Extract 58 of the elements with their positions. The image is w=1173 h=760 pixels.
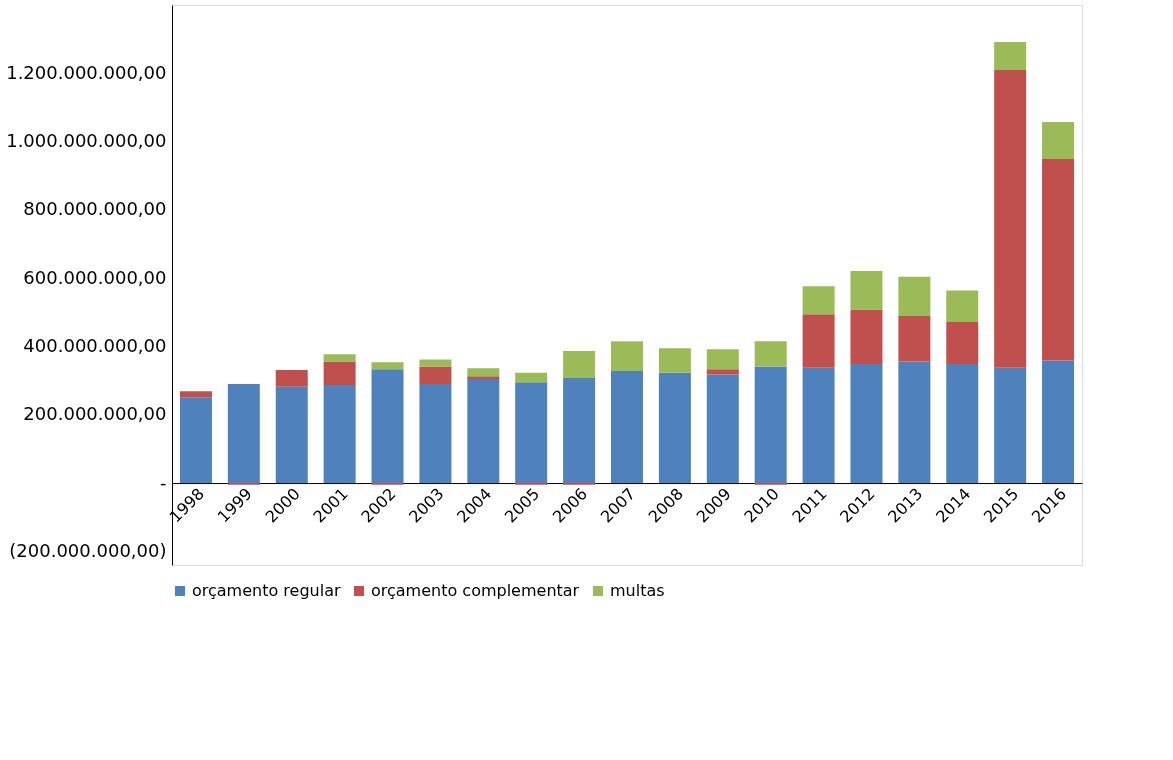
bar [1042,360,1075,484]
bar [563,377,596,484]
bar [323,385,356,484]
y-tick-label: 1.000.000.000,00 [6,130,167,152]
legend-label: orçamento regular [192,581,341,600]
bar [179,391,212,398]
bar [946,290,979,322]
bar [179,397,212,484]
bar [898,276,931,317]
bar [611,341,643,372]
bar [802,314,835,368]
bar [419,384,452,484]
y-tick-label: (200.000.000,00) [9,539,167,561]
y-tick-label: 1.200.000.000,00 [6,61,167,83]
bar [371,369,404,484]
legend-label: multas [610,581,665,600]
bar [467,368,500,377]
bar [467,378,500,484]
bar [1042,122,1075,159]
bar [1042,159,1075,361]
y-tick-label: 200.000.000,00 [23,403,167,425]
bar [323,361,356,386]
y-tick-label: 600.000.000,00 [23,266,167,288]
y-tick-label: 800.000.000,00 [23,198,167,220]
bar [371,362,404,370]
bar [706,374,739,484]
bar [802,367,835,484]
y-tick-label: 400.000.000,00 [23,334,167,356]
bar [611,371,643,484]
bar [227,384,260,484]
bar [706,369,739,375]
bar [994,69,1027,368]
bar [994,41,1027,70]
bar [563,350,596,378]
bar [850,363,883,484]
bar [275,386,308,484]
bar [850,271,883,310]
bar [515,382,548,484]
bar [275,370,308,387]
bar [706,349,739,370]
bar [467,376,500,379]
bar [850,309,883,364]
bar [658,372,691,484]
bar [515,372,548,383]
bar [658,348,691,373]
bar [898,361,931,484]
bar [419,359,452,367]
bar [946,321,979,364]
bar [898,316,931,362]
bar [754,341,787,367]
bar [802,286,835,315]
bar [323,354,356,362]
bar [946,363,979,484]
bar [994,367,1027,484]
bar [419,366,452,385]
legend-label: orçamento complementar [371,581,580,600]
y-tick-label: - [160,471,167,493]
bar [754,366,787,484]
